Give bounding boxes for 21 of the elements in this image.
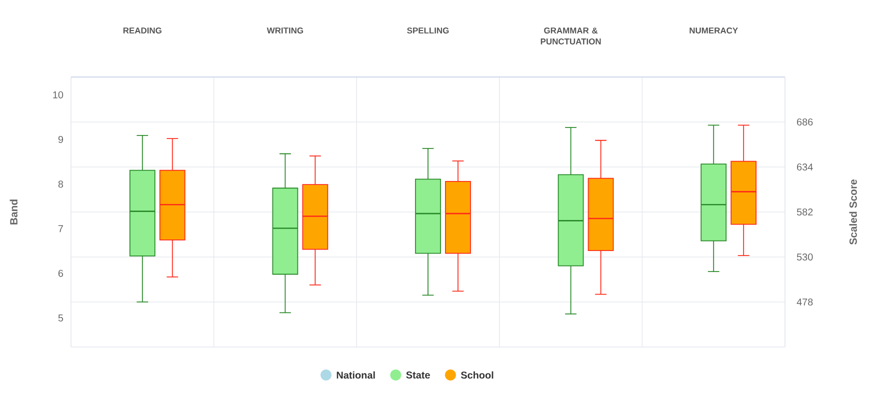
y2-axis-title: Scaled Score	[849, 180, 857, 245]
y2-tick-label: 582	[796, 208, 813, 216]
x-tick-label: GRAMMAR & PUNCTUATION	[540, 28, 601, 44]
x-tick-label: READING	[123, 28, 162, 34]
y-axis-title: Band	[10, 200, 18, 224]
y-tick-label: 7	[58, 225, 63, 232]
y2-tick-label: 686	[797, 118, 813, 126]
y2-tick-label: 478	[796, 298, 813, 306]
x-tick-label: WRITING	[266, 28, 304, 34]
y2-tick-label: 530	[796, 253, 813, 261]
x-tick-label: SPELLING	[407, 28, 449, 34]
legend-label: National	[336, 371, 375, 379]
legend-label: School	[460, 371, 494, 379]
y-tick-label: 5	[58, 314, 64, 322]
y2-tick-label: 634	[797, 163, 813, 171]
y-tick-label: 9	[58, 136, 64, 143]
y-tick-label: 8	[58, 180, 64, 188]
legend-label: State	[406, 371, 430, 379]
y-tick-label: 6	[58, 270, 64, 277]
y-tick-label: 10	[53, 91, 64, 98]
x-tick-label: NUMERACY	[690, 28, 738, 34]
